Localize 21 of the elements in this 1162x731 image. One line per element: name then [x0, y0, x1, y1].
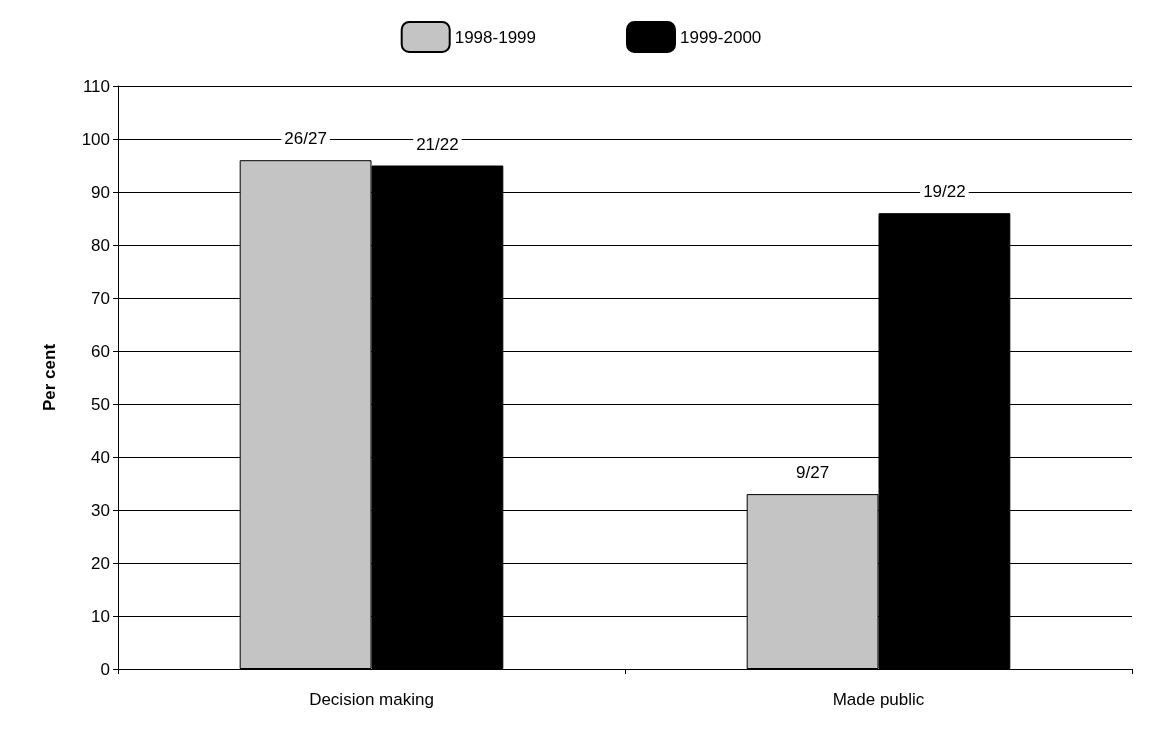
y-axis-title: Per cent	[40, 343, 59, 412]
y-tick-label: 70	[91, 288, 110, 308]
data-label: 21/22	[416, 134, 459, 154]
data-label: 26/27	[284, 129, 327, 149]
y-tick-label: 10	[91, 606, 110, 626]
x-tick-label: Decision making	[309, 690, 434, 709]
y-tick-label: 90	[91, 182, 110, 202]
data-label: 19/22	[923, 182, 966, 202]
y-tick-label: 0	[100, 659, 110, 679]
y-tick-label: 30	[91, 500, 110, 520]
y-tick-label: 40	[91, 447, 110, 467]
y-tick-label: 60	[91, 341, 110, 361]
y-tick-label: 50	[91, 394, 110, 414]
x-tick-label: Made public	[832, 690, 925, 709]
y-tick-label: 80	[91, 235, 110, 255]
y-tick-label: 100	[81, 129, 110, 149]
legend-label: 1999-2000	[680, 27, 762, 47]
data-label: 9/27	[796, 463, 830, 483]
legend-label: 1998-1999	[454, 27, 537, 47]
y-tick-label: 20	[91, 553, 110, 573]
y-tick-label: 110	[82, 76, 110, 96]
